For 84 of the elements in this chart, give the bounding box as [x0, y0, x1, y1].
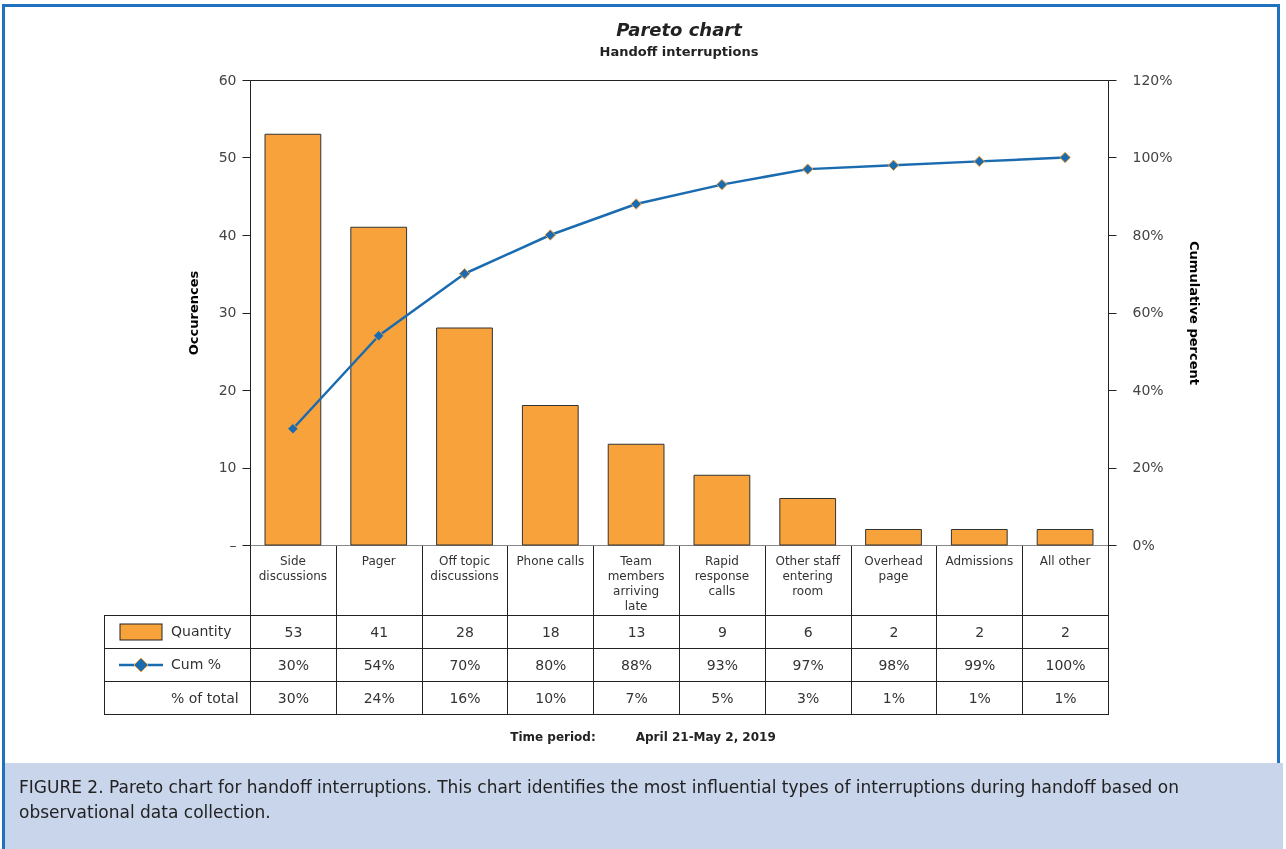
bar	[693, 474, 751, 546]
data-label: 41	[336, 615, 423, 649]
y-axis-title: Occurences	[185, 270, 201, 356]
y2-tick-label: 40%	[1132, 381, 1164, 398]
bar	[436, 327, 493, 546]
text: 1%	[851, 681, 937, 715]
data-label: 100%	[1022, 648, 1109, 682]
x-tick-label: Team members arriving late	[607, 553, 665, 613]
chart-title: Pareto chart	[616, 19, 744, 40]
data-label: 98%	[851, 648, 937, 682]
point	[973, 155, 986, 168]
data-label: 53	[250, 615, 337, 649]
text: 1%	[936, 681, 1023, 715]
x-tick-label: Other staff entering room	[775, 553, 841, 598]
data-label: 2	[936, 615, 1023, 649]
y2-tick-label: 100%	[1132, 149, 1173, 165]
chart-subtitle: Handoff interruptions	[599, 44, 759, 59]
data-label: 97%	[765, 648, 852, 682]
data-label: 28	[422, 615, 508, 649]
point	[716, 178, 728, 191]
y2-tick-label: 60%	[1132, 304, 1164, 320]
text: % of total	[171, 690, 239, 706]
data-label: 99%	[936, 648, 1023, 682]
text: 7%	[593, 681, 680, 715]
x-tick-label: All other	[1039, 553, 1091, 568]
bar	[607, 443, 665, 546]
y2-tick-label: 120%	[1132, 71, 1173, 88]
bar	[950, 529, 1008, 546]
point	[544, 229, 557, 241]
text: April 21-May 2, 2019	[635, 730, 776, 744]
x-tick-label: Overhead page	[864, 553, 923, 583]
y2-tick-label: 0%	[1132, 536, 1155, 553]
data-label: 93%	[679, 648, 766, 682]
data-label: 54%	[336, 648, 423, 682]
data-label: 18	[507, 615, 594, 649]
x-tick-label: Rapid response calls	[694, 553, 750, 598]
legend-label: Quantity	[171, 623, 232, 639]
data-label: 6	[765, 615, 852, 649]
text: 24%	[336, 681, 423, 715]
point	[630, 198, 642, 210]
y-tick-label: 50	[218, 149, 237, 165]
x-tick-label: Admissions	[945, 553, 1014, 568]
y2-tick-label: 80%	[1132, 226, 1164, 243]
bar	[264, 133, 322, 546]
text: Time period:	[510, 730, 596, 744]
y2-axis-title: Cumulative percent	[1186, 241, 1202, 385]
bar	[1036, 529, 1094, 546]
y-tick-label: 10	[218, 459, 237, 475]
y-tick-label: 60	[218, 71, 237, 88]
data-label: 88%	[593, 648, 680, 682]
point	[458, 268, 471, 280]
bar	[865, 529, 922, 546]
text: 3%	[765, 681, 852, 715]
y-tick-label: –	[229, 536, 237, 553]
text: 30%	[250, 681, 337, 715]
data-label: 70%	[422, 648, 508, 682]
point	[372, 330, 385, 342]
y-tick-label: 40	[218, 226, 237, 243]
text: 16%	[422, 681, 508, 715]
text: 10%	[507, 681, 594, 715]
x-tick-label: Pager	[361, 553, 396, 568]
x-tick-label: Off topic discussions	[430, 553, 499, 583]
data-label: 30%	[250, 648, 337, 682]
text: 5%	[679, 681, 766, 715]
data-label: 9	[679, 615, 766, 649]
bar	[350, 226, 408, 546]
data-label: 2	[1022, 615, 1109, 649]
caption: FIGURE 2. Pareto chart for handoff interruptions. This chart identifies the most influential types of interruptions during handoff based on observational data collection.	[5, 763, 1283, 849]
bar	[779, 498, 837, 546]
bar	[521, 405, 579, 546]
data-label: 80%	[507, 648, 594, 682]
y-tick-label: 20	[218, 381, 237, 398]
data-label: 13	[593, 615, 680, 649]
data-label: 2	[851, 615, 937, 649]
text: 1%	[1022, 681, 1109, 715]
x-tick-label: Side discussions	[258, 553, 328, 583]
x-tick-label: Phone calls	[516, 553, 585, 568]
y-tick-label: 30	[218, 304, 237, 320]
point	[1059, 151, 1071, 164]
point	[887, 159, 900, 171]
legend-label: Cum %	[171, 656, 222, 672]
y2-tick-label: 20%	[1132, 459, 1164, 475]
point	[287, 423, 299, 435]
point	[801, 163, 814, 175]
